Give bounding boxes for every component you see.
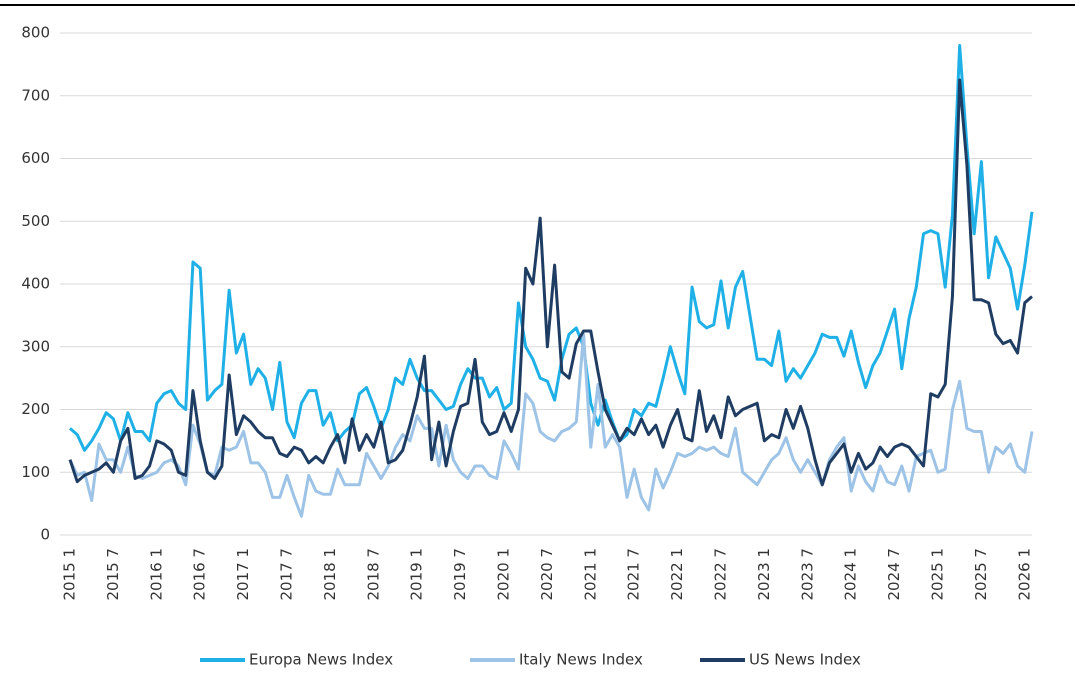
x-tick-label: 2015 7	[104, 548, 122, 601]
x-tick-label: 2020 1	[494, 548, 512, 601]
legend-label: Europa News Index	[249, 651, 393, 669]
x-tick-label: 2023 1	[755, 548, 773, 601]
y-tick-label: 400	[21, 275, 50, 293]
x-tick-label: 2021 1	[581, 548, 599, 601]
x-tick-label: 2022 1	[668, 548, 686, 601]
x-tick-label: 2024 7	[885, 548, 903, 601]
y-tick-label: 600	[21, 149, 50, 167]
x-tick-label: 2026 1	[1015, 548, 1033, 601]
series-line	[68, 332, 1034, 518]
x-tick-label: 2019 1	[408, 548, 426, 601]
x-tick-label: 2018 7	[364, 548, 382, 601]
y-tick-label: 0	[40, 526, 50, 544]
y-tick-label: 300	[21, 337, 50, 355]
y-tick-label: 500	[21, 212, 50, 230]
y-tick-label: 800	[21, 24, 50, 42]
x-tick-label: 2025 1	[928, 548, 946, 601]
legend-label: US News Index	[749, 651, 861, 669]
x-tick-label: 2022 7	[711, 548, 729, 601]
y-tick-label: 100	[21, 463, 50, 481]
legend-label: Italy News Index	[519, 651, 643, 669]
x-tick-label: 2015 1	[61, 548, 79, 601]
x-tick-label: 2018 1	[321, 548, 339, 601]
x-tick-label: 2016 1	[147, 548, 165, 601]
x-tick-label: 2021 7	[625, 548, 643, 601]
x-tick-label: 2024 1	[842, 548, 860, 601]
series-line	[69, 44, 1034, 452]
x-tick-label: 2017 7	[277, 548, 295, 601]
x-tick-label: 2016 7	[191, 548, 209, 601]
x-tick-label: 2017 1	[234, 548, 252, 601]
y-tick-label: 700	[21, 86, 50, 104]
y-tick-label: 200	[21, 400, 50, 418]
x-tick-label: 2019 7	[451, 548, 469, 601]
x-tick-label: 2020 7	[538, 548, 556, 601]
series-line	[68, 78, 1033, 487]
x-tick-label: 2025 7	[972, 548, 990, 601]
x-tick-label: 2023 7	[798, 548, 816, 601]
